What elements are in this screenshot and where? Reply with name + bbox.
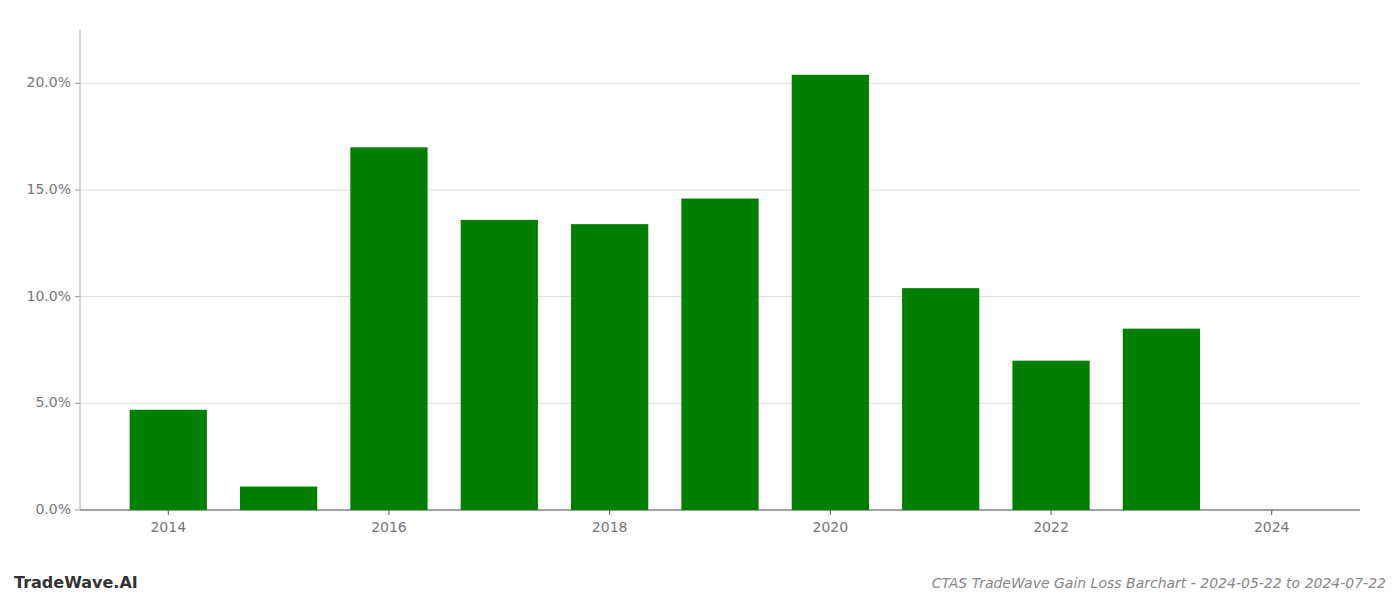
bar xyxy=(461,220,538,510)
bar xyxy=(902,288,979,510)
y-tick xyxy=(75,403,80,404)
y-tick-label: 15.0% xyxy=(27,181,71,197)
y-tick xyxy=(75,190,80,191)
bars xyxy=(130,75,1200,510)
bar xyxy=(571,224,648,510)
bar xyxy=(1123,329,1200,510)
grid-line xyxy=(80,83,1360,84)
y-tick-label: 5.0% xyxy=(35,394,71,410)
bar xyxy=(792,75,869,510)
bar xyxy=(1012,361,1089,510)
x-tick-label: 2022 xyxy=(1033,519,1069,535)
x-tick xyxy=(1271,510,1272,515)
bar xyxy=(681,199,758,510)
x-tick-label: 2024 xyxy=(1254,519,1290,535)
x-tick-label: 2020 xyxy=(813,519,849,535)
y-tick xyxy=(75,296,80,297)
y-axis-line xyxy=(80,30,81,510)
x-tick-label: 2018 xyxy=(592,519,628,535)
y-tick-label: 10.0% xyxy=(27,288,71,304)
x-tick xyxy=(609,510,610,515)
y-tick-label: 0.0% xyxy=(35,501,71,517)
grid xyxy=(80,83,1360,510)
bar xyxy=(350,147,427,510)
title: CTAS TradeWave Gain Loss Barchart - 2024… xyxy=(932,575,1386,591)
bar xyxy=(240,487,317,510)
x-tick xyxy=(388,510,389,515)
y-tick xyxy=(75,510,80,511)
y-tick-label: 20.0% xyxy=(27,74,71,90)
y-tick xyxy=(75,83,80,84)
bar xyxy=(130,410,207,510)
axes: 0.0% 5.0% 10.0% 15.0% 20.0% 2014 2016 2018 2020 2… xyxy=(27,30,1360,535)
chart: 0.0% 5.0% 10.0% 15.0% 20.0% 2014 2016 2018 2020 2… xyxy=(0,0,1400,600)
x-tick-label: 2014 xyxy=(150,519,186,535)
x-tick xyxy=(1051,510,1052,515)
x-tick xyxy=(168,510,169,515)
x-tick-label: 2016 xyxy=(371,519,407,535)
x-tick xyxy=(830,510,831,515)
grid-line xyxy=(80,190,1360,191)
watermark: TradeWave.AI xyxy=(14,573,138,592)
